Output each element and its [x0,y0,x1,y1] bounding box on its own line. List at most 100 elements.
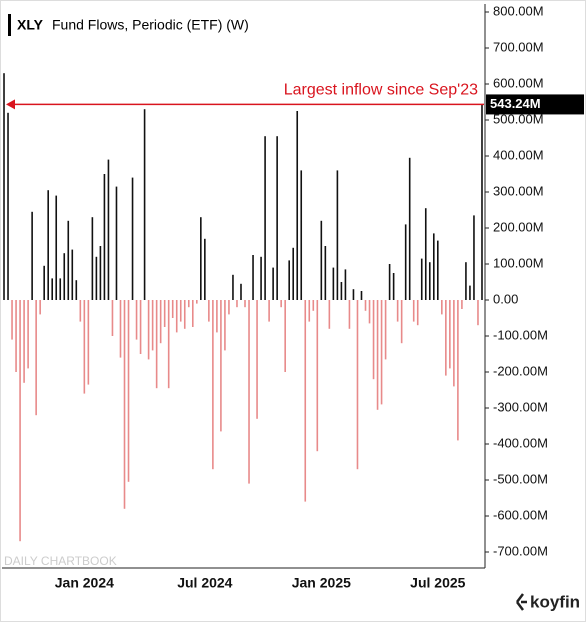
bar [236,300,238,308]
bar [212,300,214,470]
bar [420,258,423,300]
bar [171,300,174,318]
watermark: DAILY CHARTBOOK [4,554,117,568]
bar [292,247,295,300]
bar [352,289,355,300]
bar [191,300,194,327]
bar [276,136,278,300]
bar [63,253,66,300]
bar [348,300,351,329]
bar [216,300,218,333]
last-value-label: 543.24M [490,96,541,111]
bar [340,282,343,300]
bar [356,300,359,470]
bar [344,269,347,300]
bar [43,265,45,300]
y-tick-label: 600.00M [493,75,544,90]
bar [143,109,146,300]
bar [296,111,299,300]
bar [272,267,274,300]
bar [55,195,58,300]
bar [103,174,106,300]
bar [384,300,387,360]
bar [83,300,86,394]
y-tick-label: 700.00M [493,39,544,54]
bar [268,300,270,322]
bar [127,300,130,482]
bar [244,300,246,308]
bar [408,157,411,300]
bar [449,300,451,369]
bar [248,300,250,484]
bar [224,300,226,351]
title-marker [8,14,11,36]
bar [372,300,375,380]
bar [91,217,94,300]
bar [304,300,307,502]
bar [232,274,234,300]
y-tick-label: 0.00 [493,291,518,306]
bar [469,285,471,300]
bar [75,280,78,300]
bar [376,300,379,410]
bar [23,300,25,383]
bar [252,255,254,300]
bar [123,300,126,509]
bar [179,300,182,322]
bar [107,159,110,300]
bar [147,300,150,360]
bar [31,211,33,300]
bar [473,215,475,300]
y-tick-label: -100.00M [493,327,548,342]
bar [95,256,98,300]
bar [163,300,166,327]
bar [167,300,170,389]
bar [481,104,483,301]
y-tick-label: 500.00M [493,111,544,126]
bar [196,300,198,304]
bar [412,300,415,322]
bar [432,233,435,300]
bar [260,256,262,300]
y-tick-label: 400.00M [493,147,544,162]
bar [151,300,154,351]
bar [388,264,391,300]
bar [175,300,178,333]
y-tick-label: 200.00M [493,219,544,234]
y-tick-label: -300.00M [493,399,548,414]
bar [416,300,419,326]
bar [364,300,367,311]
bar [368,300,371,324]
y-tick-label: -500.00M [493,471,548,486]
bar [457,300,459,441]
bar [135,300,138,340]
bar [15,300,17,372]
last-value-tag [486,94,584,115]
y-tick-label: 800.00M [493,3,544,18]
bar [428,262,431,300]
bar [27,300,29,369]
brand-logo: koyfin [516,592,580,611]
bar [437,240,439,300]
bar [119,300,122,358]
x-tick-label: Jan 2025 [292,575,351,591]
x-tick-label: Jul 2025 [410,575,465,591]
bar [424,208,427,300]
bar [131,177,134,300]
bar [380,300,383,405]
bar [441,300,443,315]
bar [400,300,403,344]
bar [220,300,222,432]
bar [288,260,290,300]
bar [35,300,37,416]
bar [3,73,5,300]
bar [11,300,13,340]
brand-icon [516,593,527,611]
bar [228,300,230,315]
y-tick-label: -600.00M [493,507,548,522]
bar [47,190,49,300]
bar [404,224,407,300]
bar [200,217,202,300]
bar [280,300,282,308]
